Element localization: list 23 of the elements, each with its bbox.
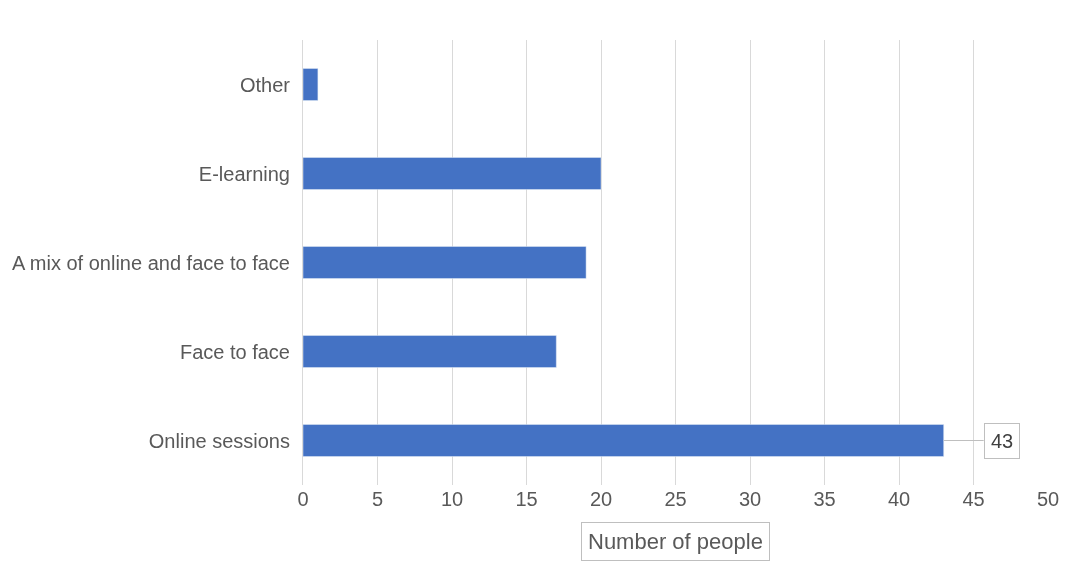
y-tick-label: A mix of online and face to face	[12, 251, 290, 274]
x-tick-label: 10	[440, 488, 464, 510]
x-tick-label: 45	[962, 488, 985, 510]
bar	[303, 335, 557, 368]
data-label: 43	[991, 430, 1014, 452]
x-tick-label: 40	[887, 488, 911, 510]
x-tick-label: 35	[813, 488, 836, 510]
y-tick-label: Face to face	[179, 340, 290, 363]
x-tick-label: 50	[1036, 488, 1060, 510]
y-tick-label: Other	[239, 73, 291, 96]
bar	[303, 68, 319, 101]
x-tick-label: 15	[515, 488, 538, 510]
bar	[303, 246, 587, 279]
x-axis-title: Number of people	[588, 529, 763, 554]
x-tick-label: 20	[589, 488, 613, 510]
y-tick-label: Online sessions	[148, 429, 290, 452]
bar	[303, 157, 602, 190]
y-tick-label: E-learning	[198, 162, 290, 185]
x-tick-label: 30	[738, 488, 762, 510]
x-tick-label: 5	[371, 488, 384, 510]
x-tick-label: 0	[297, 488, 309, 510]
bar	[303, 424, 944, 457]
x-tick-label: 25	[664, 488, 687, 510]
